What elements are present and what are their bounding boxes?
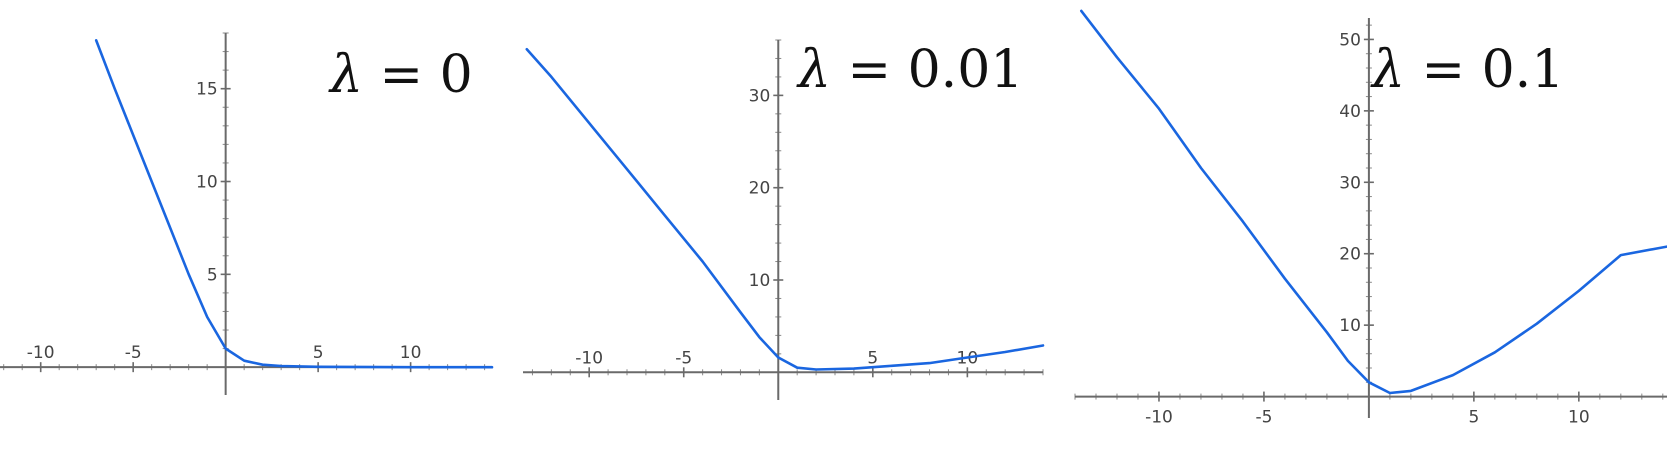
y-tick-label: 20 xyxy=(1339,245,1361,265)
panel-1: -10 -5 5 10 5 10 15 λ = 0 xyxy=(0,32,494,395)
x-tick-label: -5 xyxy=(675,348,692,368)
panel-title: λ = 0.01 xyxy=(796,40,1023,100)
series-line xyxy=(1080,9,1667,395)
x-tick-label: -5 xyxy=(1255,408,1272,428)
y-tick-label: 30 xyxy=(1339,173,1361,193)
series-line xyxy=(94,39,494,369)
panel-title: λ = 0.1 xyxy=(1370,40,1564,100)
x-tick-label: -10 xyxy=(1145,408,1173,428)
y-tick-label: 10 xyxy=(196,173,218,193)
x-tick-label: 10 xyxy=(1568,408,1590,428)
x-tick-label: 5 xyxy=(867,348,878,368)
lambda-value: = 0.1 xyxy=(1405,40,1564,100)
y-tick-label: 10 xyxy=(1339,316,1361,336)
y-tick-label: 40 xyxy=(1339,102,1361,122)
y-tick-label: 20 xyxy=(749,179,771,199)
y-tick-label: 5 xyxy=(207,265,218,285)
lambda-symbol: λ xyxy=(1370,40,1405,100)
lambda-value: = 0.01 xyxy=(831,40,1023,100)
x-tick-label: 5 xyxy=(313,343,324,363)
lambda-symbol: λ xyxy=(796,40,831,100)
series-line xyxy=(525,47,1045,371)
x-tick-label: 5 xyxy=(1468,408,1479,428)
y-tick-label: 50 xyxy=(1339,30,1361,50)
y-tick-label: 15 xyxy=(196,80,218,100)
x-tick-label: -5 xyxy=(125,343,142,363)
lambda-symbol: λ xyxy=(328,45,363,105)
panel-3: -10 -5 5 10 10 20 30 40 50 λ = 0.1 xyxy=(1074,9,1667,428)
x-tick-label: -10 xyxy=(27,343,55,363)
y-tick-label: 10 xyxy=(749,271,771,291)
x-tick-label: -10 xyxy=(575,348,603,368)
lambda-value: = 0 xyxy=(363,45,473,105)
y-tick-label: 30 xyxy=(749,86,771,106)
panel-title: λ = 0 xyxy=(328,45,473,105)
x-tick-label: 10 xyxy=(400,343,422,363)
